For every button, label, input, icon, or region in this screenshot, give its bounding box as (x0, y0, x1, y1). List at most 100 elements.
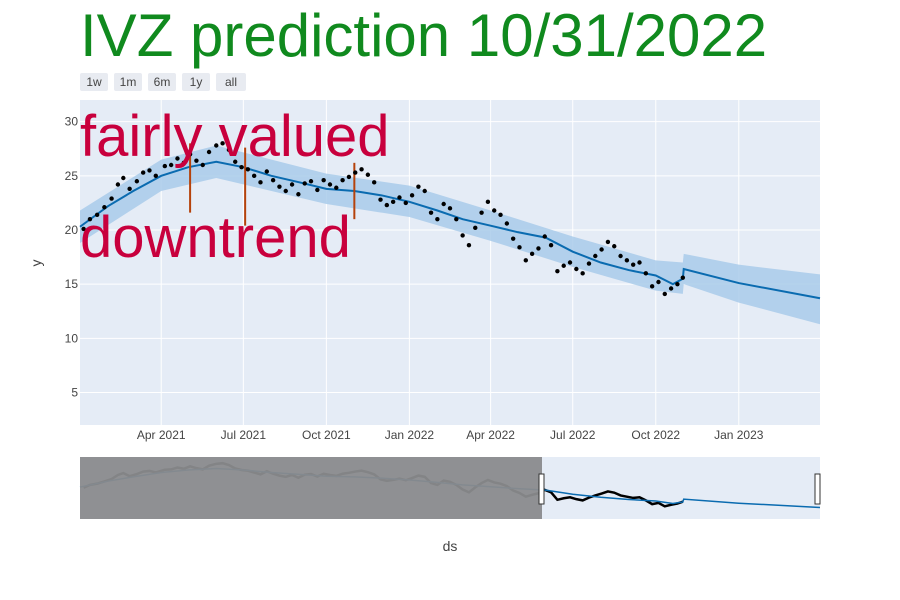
observed-point (466, 242, 472, 248)
range-button-6m[interactable] (148, 73, 176, 91)
observed-point (194, 158, 199, 163)
range-button-1m[interactable] (114, 73, 142, 91)
x-axis-title: ds (443, 538, 458, 554)
observed-point (94, 212, 100, 218)
y-tick-label: 15 (65, 277, 79, 291)
observed-point (454, 216, 459, 222)
observed-point (102, 205, 107, 210)
observed-point (270, 177, 276, 183)
observed-point (220, 141, 225, 146)
observed-point (134, 179, 140, 184)
range-button-label: 1w (86, 75, 102, 89)
observed-point (140, 170, 146, 175)
observed-point (586, 261, 592, 266)
observed-point (612, 244, 617, 249)
observed-point (637, 260, 642, 265)
observed-point (536, 246, 541, 251)
observed-point (675, 281, 680, 287)
observed-point (384, 202, 390, 208)
range-button-all[interactable] (216, 73, 246, 91)
observed-points (81, 141, 686, 297)
observed-point (605, 239, 611, 245)
observed-point (479, 210, 484, 215)
x-tick-label: Jan 2023 (714, 428, 764, 442)
observed-point (258, 180, 263, 185)
observed-point (245, 167, 251, 172)
observed-point (121, 175, 126, 181)
observed-point (233, 159, 238, 164)
range-slider-right-handle[interactable] (814, 473, 821, 505)
observed-point (441, 201, 446, 207)
observed-point (162, 163, 168, 169)
observed-point (87, 216, 93, 222)
observed-point (187, 151, 193, 157)
observed-point (630, 262, 636, 267)
observed-point (485, 199, 491, 205)
observed-point (181, 160, 186, 166)
observed-point (422, 188, 427, 194)
range-button-label: 1m (120, 75, 137, 89)
range-button-label: 1y (190, 75, 203, 89)
range-slider-left-handle[interactable] (538, 473, 545, 505)
x-tick-label: Oct 2022 (631, 428, 680, 442)
observed-point (517, 245, 522, 250)
range-button-label: 6m (154, 75, 171, 89)
observed-point (200, 162, 205, 168)
trend-series-line (79, 160, 821, 300)
annotation-downtrend: downtrend (80, 205, 351, 270)
x-tick-label: Apr 2021 (137, 428, 186, 442)
observed-point (378, 197, 383, 202)
y-axis-ticks: 5 10 15 20 25 30 (65, 115, 79, 400)
observed-point (447, 206, 453, 211)
observed-point (346, 174, 352, 180)
observed-point (214, 143, 219, 148)
observed-point (624, 258, 630, 263)
observed-point (206, 149, 212, 155)
observed-point (498, 212, 503, 218)
y-tick-label: 20 (65, 223, 79, 237)
observed-point (523, 258, 529, 263)
observed-point (504, 221, 510, 226)
observed-point (264, 169, 270, 174)
trend-line (79, 160, 821, 300)
observed-point (327, 182, 333, 187)
observed-point (643, 271, 649, 276)
observed-point (315, 187, 320, 193)
observed-point (397, 195, 402, 200)
observed-point (473, 225, 478, 231)
observed-point (656, 279, 661, 285)
x-tick-label: Apr 2022 (466, 428, 515, 442)
range-button-1w[interactable] (80, 73, 108, 91)
observed-point (548, 242, 554, 248)
observed-point (416, 184, 421, 189)
range-button-1y[interactable] (182, 73, 210, 91)
observed-point (371, 180, 377, 185)
observed-point (283, 188, 288, 194)
observed-point (81, 226, 86, 232)
range-selector: 1w 1m 6m 1y all (80, 73, 246, 91)
observed-point (289, 182, 295, 187)
observed-point (529, 251, 535, 257)
observed-point (567, 260, 573, 265)
observed-point (109, 196, 114, 201)
range-slider[interactable] (79, 457, 821, 519)
observed-point (340, 177, 345, 183)
range-button-label: all (225, 75, 237, 89)
observed-point (277, 184, 282, 189)
observed-point (390, 199, 396, 205)
x-tick-label: Oct 2021 (302, 428, 351, 442)
observed-point (649, 284, 655, 289)
observed-point (460, 233, 465, 238)
observed-point (542, 234, 547, 239)
observed-point (555, 268, 560, 274)
observed-point (435, 216, 440, 222)
observed-point (359, 167, 364, 172)
x-axis-ticks: Apr 2021 Jul 2021 Oct 2021 Jan 2022 Apr 2022… (137, 428, 764, 442)
y-tick-label: 25 (65, 169, 79, 183)
chart-title: IVZ prediction 10/31/2022 (80, 2, 767, 69)
uncertainty-band-area (80, 145, 820, 325)
y-tick-label: 30 (65, 115, 79, 129)
observed-point (574, 266, 579, 272)
observed-point (618, 253, 623, 259)
